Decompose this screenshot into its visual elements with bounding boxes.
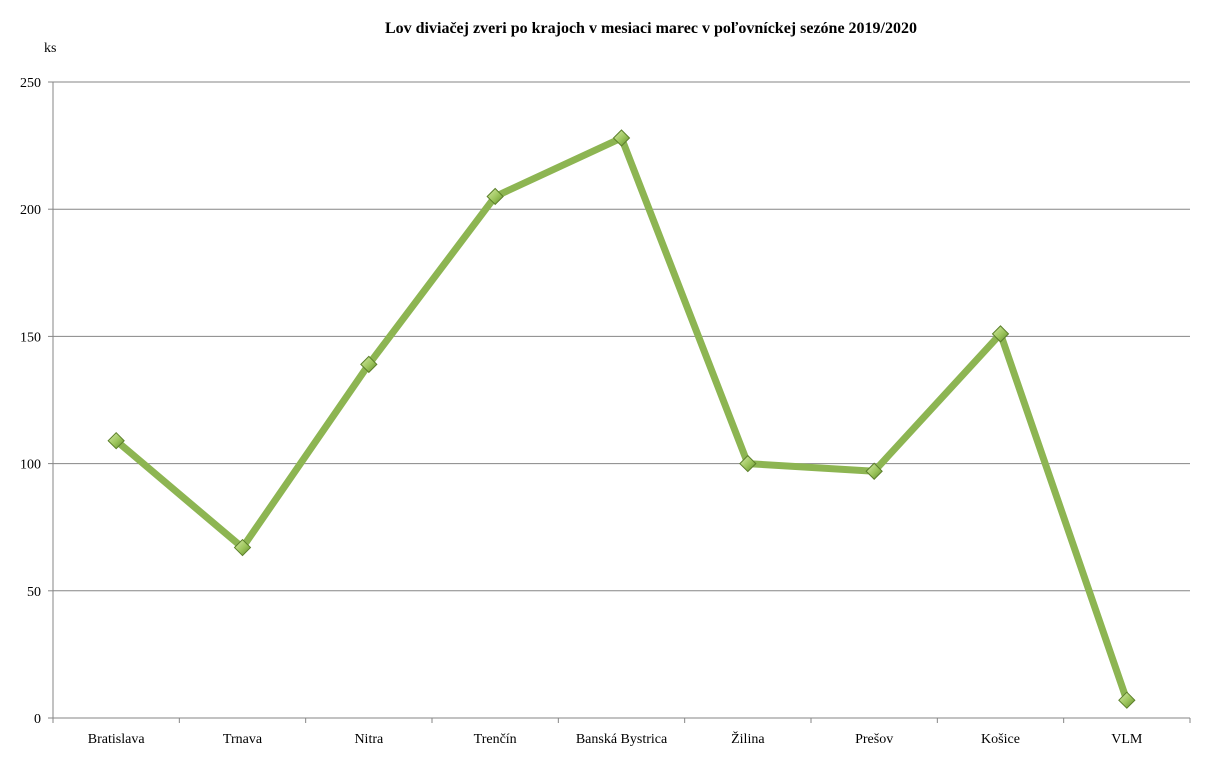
data-point-marker: [486, 187, 504, 206]
data-point-marker: [739, 454, 757, 473]
x-tick-label: Banská Bystrica: [576, 732, 668, 747]
data-point-marker: [360, 355, 378, 374]
y-tick-labels: 0 50 100 150 200 250: [20, 76, 41, 727]
series-line-group: [112, 134, 1131, 704]
data-point-marker: [1118, 691, 1136, 709]
data-point-marker: [107, 431, 125, 450]
x-tick-label: Trnava: [223, 732, 263, 747]
y-tick-label: 250: [20, 76, 41, 91]
x-tick-label: Nitra: [354, 732, 384, 747]
data-point-marker: [865, 462, 883, 480]
y-tick-label: 150: [20, 330, 41, 345]
y-tick-label: 50: [27, 585, 41, 600]
data-point-marker: [991, 325, 1010, 343]
chart-title: Lov diviačej zveri po krajoch v mesiaci …: [385, 20, 917, 37]
data-points: [107, 129, 1136, 709]
y-axis-label: ks: [44, 41, 56, 56]
data-point-marker: [233, 538, 252, 557]
x-tick-label: Košice: [981, 732, 1020, 747]
data-point-marker: [612, 129, 631, 147]
series-line: [112, 134, 1131, 704]
y-tick-label: 0: [34, 712, 41, 727]
x-tick-labels: Bratislava Trnava Nitra Trenčín Banská Bystr…: [88, 730, 1143, 747]
x-tick-label: VLM: [1111, 732, 1143, 747]
y-tick-label: 200: [20, 203, 41, 218]
gridlines: [48, 81, 1191, 723]
x-tick-label: Trenčín: [474, 732, 517, 747]
axes: [52, 82, 1190, 719]
x-tick-label: Prešov: [855, 732, 893, 747]
x-tick-label: Žilina: [731, 730, 765, 747]
x-tick-label: Bratislava: [88, 732, 146, 747]
y-tick-label: 100: [20, 458, 41, 473]
